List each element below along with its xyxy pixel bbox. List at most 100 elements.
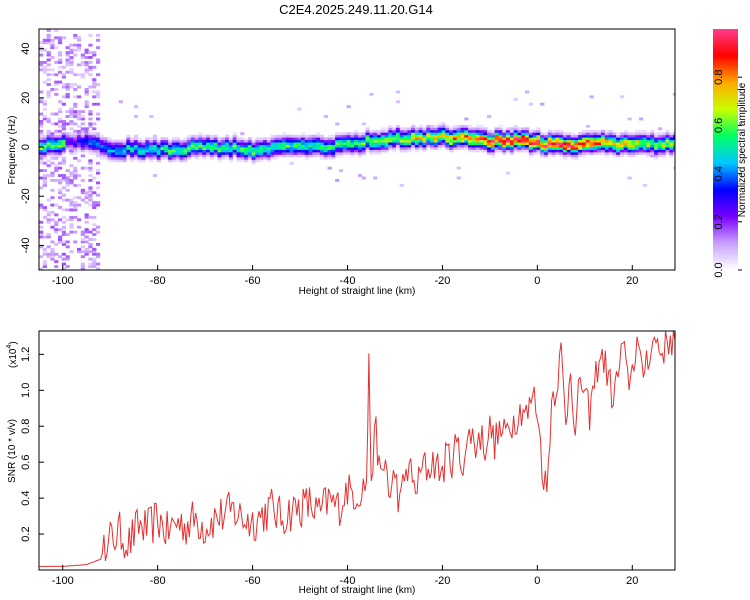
heatmap-cell [407, 129, 412, 133]
heatmap-cell [107, 149, 112, 153]
heatmap-cell [350, 154, 355, 158]
heatmap-cell [452, 147, 458, 150]
heatmap-cell [445, 127, 450, 131]
heatmap-cell [152, 144, 158, 148]
heatmap-cell [247, 142, 253, 145]
heatmap-cell [308, 154, 313, 158]
heatmap-cell [642, 142, 647, 145]
heatmap-cell [107, 142, 112, 145]
heatmap-cell [338, 132, 344, 136]
heatmap-cell [365, 142, 370, 145]
heatmap-cell [73, 129, 78, 133]
heatmap-cell [39, 203, 44, 207]
heatmap-cell [642, 147, 647, 150]
heatmap-cell [418, 132, 423, 136]
heatmap-cell [547, 139, 552, 143]
heatmap-cell [657, 144, 663, 148]
heatmap-cell [540, 147, 545, 150]
heatmap-cell [293, 151, 298, 155]
heatmap-cell [657, 137, 663, 141]
heatmap-cell [190, 147, 196, 150]
heatmap-cell [95, 60, 101, 64]
heatmap-cell [39, 142, 44, 145]
heatmap-cell [562, 149, 568, 153]
heatmap-cell [513, 147, 518, 150]
heatmap-cell [175, 147, 180, 150]
heatmap-cell [304, 156, 309, 160]
heatmap-cell [61, 215, 66, 219]
heatmap-cell [76, 110, 82, 114]
heatmap-cell [73, 112, 78, 116]
snr-y-axis-label: SNR (10 * v/v) [7, 419, 18, 483]
heatmap-cell [293, 134, 298, 138]
heatmap-cell [494, 137, 499, 141]
heatmap-cell [133, 137, 139, 141]
heatmap-cell [509, 144, 515, 148]
heatmap-cell [555, 142, 560, 145]
heatmap-cell [585, 134, 590, 138]
heatmap-cell [247, 156, 253, 160]
heatmap-cell [570, 151, 575, 155]
heatmap-cell [502, 139, 507, 143]
heatmap-cell [566, 154, 571, 158]
heatmap-cell [589, 95, 594, 99]
heatmap-cell [593, 137, 598, 141]
heatmap-cell [39, 41, 44, 45]
heatmap-cell [61, 267, 66, 270]
heatmap-cell [642, 151, 647, 155]
heatmap-cell [657, 127, 663, 131]
heatmap-cell [209, 149, 215, 153]
heatmap-cell [540, 137, 545, 141]
heatmap-cell [65, 257, 70, 261]
heatmap-cell [190, 149, 196, 153]
heatmap-cell [471, 129, 477, 133]
heatmap-cell [376, 142, 382, 145]
heatmap-cell [164, 151, 169, 155]
heatmap-cell [50, 255, 55, 259]
heatmap-cell [395, 132, 401, 136]
heatmap-cell [627, 134, 632, 138]
heatmap-cell [612, 154, 617, 158]
heatmap-cell [95, 154, 101, 158]
heatmap-cell [300, 149, 306, 153]
heatmap-cell [50, 38, 55, 42]
heatmap-cell [642, 183, 647, 187]
heatmap-cell [236, 144, 241, 148]
heatmap-cell [308, 147, 313, 150]
heatmap-cell [171, 144, 177, 148]
heatmap-cell [84, 51, 89, 54]
heatmap-cell [376, 137, 382, 141]
heatmap-cell [76, 225, 82, 229]
heatmap-cell [194, 156, 199, 160]
heatmap-cell [316, 142, 321, 145]
heatmap-cell [114, 156, 120, 160]
heatmap-cell [528, 102, 534, 106]
heatmap-cell [354, 137, 359, 141]
heatmap-cell [464, 147, 469, 150]
heatmap-cell [133, 105, 139, 109]
heatmap-cell [627, 154, 632, 158]
heatmap-cell [50, 46, 55, 50]
heatmap-cell [84, 166, 89, 170]
heatmap-cell [468, 147, 473, 150]
heatmap-cell [73, 215, 78, 219]
heatmap-cell [540, 134, 545, 138]
heatmap-cell [525, 132, 530, 136]
heatmap-cell [137, 154, 142, 158]
heatmap-cell [612, 149, 617, 153]
heatmap-cell [430, 124, 435, 128]
heatmap-cell [627, 151, 632, 155]
heatmap-cell [61, 95, 66, 99]
heatmap-cell [506, 134, 511, 138]
heatmap-cell [236, 147, 241, 150]
heatmap-cell [57, 119, 63, 123]
heatmap-cell [65, 132, 70, 136]
heatmap-cell [80, 122, 85, 126]
heatmap-cell [597, 132, 602, 136]
heatmap-cell [95, 151, 101, 155]
heatmap-cell [460, 124, 465, 128]
heatmap-cell [532, 139, 537, 143]
heatmap-cell [509, 147, 515, 150]
heatmap-cell [460, 142, 465, 145]
heatmap-cell [673, 129, 675, 133]
